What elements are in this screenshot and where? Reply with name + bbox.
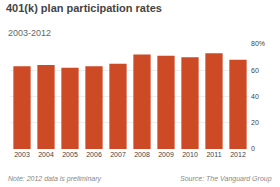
svg-text:2004: 2004 [38, 151, 54, 158]
svg-text:2007: 2007 [110, 151, 126, 158]
svg-text:40: 40 [251, 93, 259, 100]
svg-text:2011: 2011 [206, 151, 221, 158]
svg-text:2009: 2009 [158, 151, 174, 158]
svg-text:0: 0 [251, 145, 255, 152]
svg-text:2005: 2005 [62, 151, 78, 158]
svg-text:Note: 2012 data is preliminary: Note: 2012 data is preliminary [8, 175, 101, 183]
svg-text:401(k) plan participation rate: 401(k) plan participation rates [6, 2, 162, 14]
svg-text:2012: 2012 [230, 151, 246, 158]
svg-text:2008: 2008 [134, 151, 150, 158]
svg-text:80%: 80% [251, 40, 265, 47]
svg-text:20: 20 [251, 119, 259, 126]
svg-text:2003: 2003 [14, 151, 30, 158]
svg-text:2003-2012: 2003-2012 [8, 28, 51, 38]
svg-text:Source: The Vanguard Group: Source: The Vanguard Group [180, 175, 272, 183]
svg-text:2006: 2006 [86, 151, 102, 158]
svg-text:2010: 2010 [182, 151, 198, 158]
svg-text:60: 60 [251, 67, 259, 74]
